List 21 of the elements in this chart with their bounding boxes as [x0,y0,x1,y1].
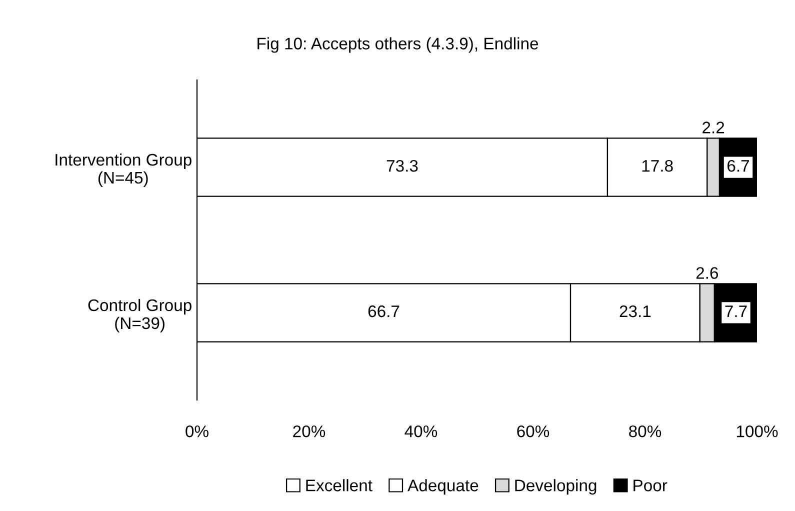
y-tick-label: Intervention Group (N=45) [56,153,192,187]
x-tick-label: 60% [517,425,550,438]
legend-label: Poor [634,480,668,492]
x-tick-label: 20% [293,425,326,438]
chart-title: Fig 10: Accepts others (4.3.9), Endline [258,37,538,53]
x-tick-label: 80% [629,425,662,438]
data-label: 23.1 [620,305,651,318]
x-tick-label: 40% [404,425,438,438]
data-label: 66.7 [368,305,400,318]
x-tick-label: 0% [186,425,208,438]
x-tick-label: 100% [736,425,778,438]
y-tick-label: Control Group (N=39) [88,298,192,332]
data-label: 2.6 [696,267,718,279]
legend-label: Excellent [306,479,372,492]
data-label: 17.8 [642,160,673,172]
legend-label: Adequate [408,479,478,495]
data-label: 2.2 [702,122,724,134]
data-label: 6.7 [728,160,749,172]
data-label: 73.3 [386,160,418,172]
data-label: 7.7 [725,306,747,318]
legend-label: Developing [515,479,596,495]
